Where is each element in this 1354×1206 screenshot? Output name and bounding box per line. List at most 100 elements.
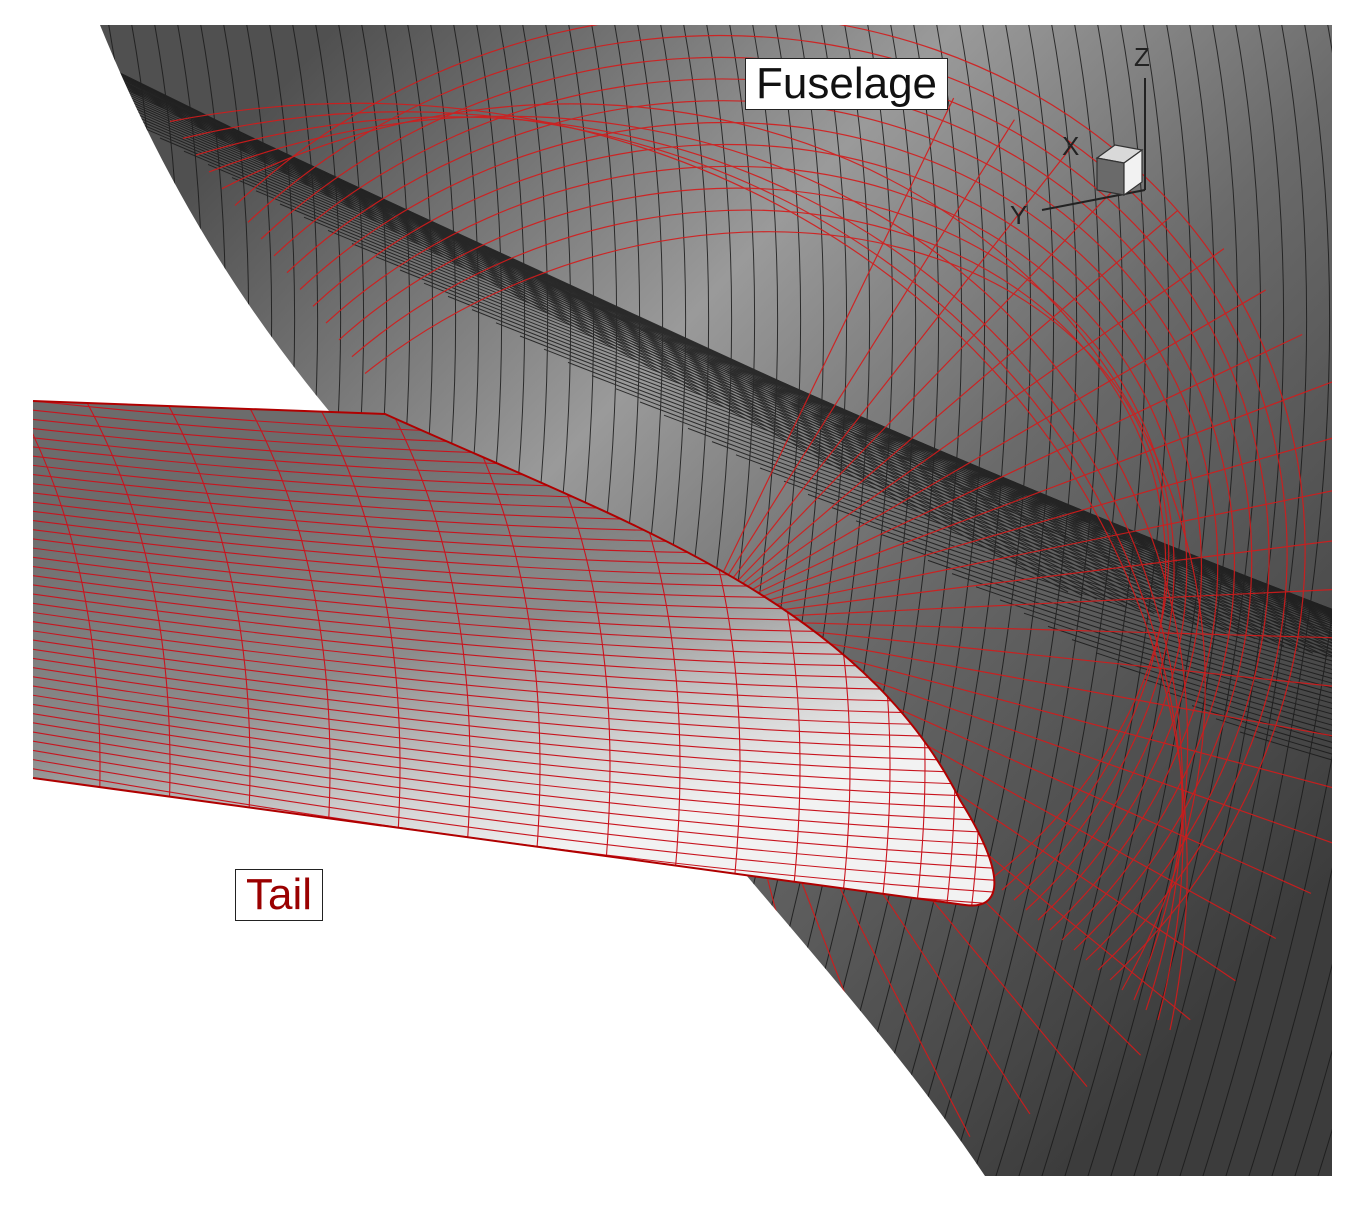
fuselage-grid-line	[879, 25, 1055, 1176]
fuselage-grid-line	[903, 546, 1332, 867]
tail-grid-line	[379, 401, 471, 906]
fuselage-label: Fuselage	[745, 58, 949, 111]
tail-grid-line	[33, 676, 995, 774]
overset-grid-line	[699, 480, 1332, 621]
fuselage-grid-line	[100, 45, 1332, 730]
overset-grid-line	[699, 175, 1128, 621]
fuselage-grid-line	[975, 586, 1332, 877]
overset-grid-line	[699, 532, 1332, 621]
fuselage-grid-line	[567, 361, 1332, 816]
tail-grid-line	[33, 667, 995, 762]
fuselage-grid-line	[1071, 639, 1332, 892]
fuselage-grid-line	[711, 441, 1332, 838]
fuselage-grid-line	[833, 25, 1009, 1176]
orientation-cube-icon	[1095, 144, 1144, 197]
fuselage-grid-line	[111, 111, 1332, 748]
fuselage-grid-line	[735, 454, 1332, 841]
fuselage-grid-line	[831, 507, 1332, 856]
fuselage-grid-line	[159, 137, 1332, 755]
fuselage-grid-line	[1119, 665, 1332, 899]
axis-triad-icon: Z X Y	[1010, 42, 1150, 230]
tail-label: Tail	[235, 869, 324, 922]
fuselage-grid-line	[255, 190, 1332, 769]
fuselage-grid-line	[759, 467, 1332, 845]
fuselage-grid-line	[1143, 678, 1332, 903]
overset-grid-line	[364, 231, 1170, 881]
axis-label-z: Z	[1134, 42, 1150, 72]
fuselage-grid-line	[100, 25, 1112, 604]
fuselage-grid-line	[100, 58, 1332, 733]
fuselage-grid-line	[1109, 25, 1285, 1176]
tail-outline	[32, 400, 996, 907]
fuselage-grid-line	[1155, 25, 1331, 1176]
fuselage-grid-line	[231, 177, 1332, 766]
fuselage-grid-line	[100, 25, 1332, 712]
fuselage-grid-line	[1023, 612, 1332, 885]
axis-label-x: X	[1062, 131, 1079, 161]
overset-grid-line	[299, 121, 1219, 931]
overset-grid-line	[169, 102, 1188, 1031]
fuselage-grid-line	[1086, 25, 1262, 1176]
fuselage-grid-line	[423, 282, 1332, 795]
fuselage-grid-line	[879, 533, 1332, 863]
fuselage-grid-line	[543, 348, 1332, 813]
fuselage-grid-line	[1132, 25, 1308, 1176]
fuselage-grid-line	[1340, 0, 1354, 1206]
overset-grid-line	[260, 56, 1270, 961]
fuselage-grid-line	[0, 0, 19, 1206]
fuselage-grid-line	[994, 25, 1170, 1176]
tail-grid-line	[33, 685, 995, 786]
overset-grid-line	[699, 145, 1073, 621]
fuselage-grid-line	[100, 25, 1332, 705]
overset-grid-line	[699, 97, 955, 621]
fuselage-grid-line	[100, 71, 1332, 737]
overset-grid-line	[195, 116, 1183, 1011]
tail-grid-line	[33, 621, 995, 703]
overset-grid-line	[699, 248, 1225, 621]
fuselage-grid-line	[1017, 25, 1193, 1176]
fuselage-grid-line	[100, 25, 1155, 615]
tail-grid-line	[33, 694, 995, 798]
overset-grid-line	[699, 430, 1332, 621]
fuselage-grid-line	[971, 25, 1147, 1176]
tail-grid-line	[33, 713, 995, 822]
fuselage-grid-line	[399, 269, 1332, 791]
tail-grid-line	[33, 648, 995, 738]
fuselage-grid-line	[927, 559, 1332, 870]
fuselage-grid-line	[1063, 25, 1239, 1176]
tail-grid-line	[33, 759, 995, 882]
fuselage-grid-line	[639, 401, 1332, 827]
fuselage-grid-line	[471, 309, 1332, 802]
tail-grid-line	[33, 722, 995, 834]
fuselage-grid-line	[375, 256, 1332, 787]
fuselage-grid-line	[1247, 25, 1332, 1176]
fuselage-grid-line	[807, 493, 1332, 852]
tail-grid-line	[33, 749, 995, 870]
fuselage-grid-line	[1095, 652, 1332, 895]
fuselage-grid-line	[948, 25, 1124, 1176]
fuselage-grid-line	[999, 599, 1332, 881]
fuselage-grid-line	[447, 295, 1332, 798]
fuselage-grid-line	[100, 25, 1098, 600]
fuselage-grid-line	[855, 520, 1332, 859]
fuselage-grid-line	[495, 322, 1332, 805]
fuselage-grid-line	[615, 388, 1332, 823]
tail-grid-line	[33, 657, 995, 750]
fuselage-grid-line	[100, 25, 1332, 708]
fuselage-grid-line	[1201, 25, 1332, 1176]
fuselage-grid-line	[925, 25, 1101, 1176]
axis-label-y: Y	[1010, 200, 1027, 230]
fuselage-grid-line	[135, 124, 1332, 751]
fuselage-grid-line	[1224, 25, 1332, 1176]
overset-grid-line	[351, 209, 1167, 891]
overset-grid-line	[699, 585, 1332, 621]
overset-grid-line	[312, 143, 1203, 921]
fuselage-grid-line	[207, 163, 1332, 762]
overset-grid-line	[699, 210, 1178, 621]
overset-grid-line	[699, 333, 1303, 621]
fuselage-grid-line	[856, 25, 1032, 1176]
tail-grid-line	[33, 703, 995, 810]
tail-grid-line	[33, 731, 995, 846]
overset-grid-line	[699, 380, 1332, 621]
